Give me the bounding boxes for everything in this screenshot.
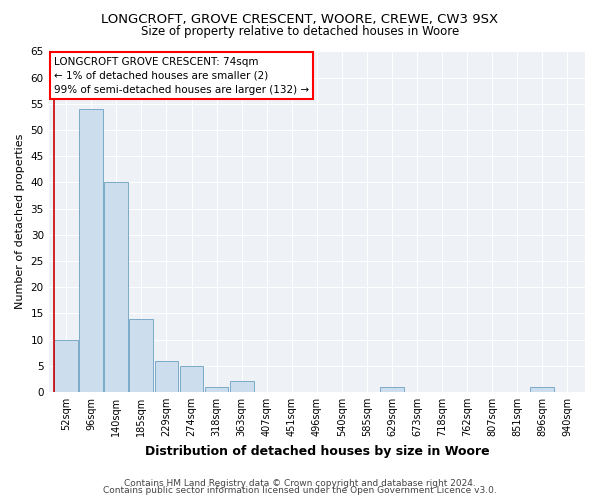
Bar bbox=[205, 386, 229, 392]
Bar bbox=[130, 318, 154, 392]
X-axis label: Distribution of detached houses by size in Woore: Distribution of detached houses by size … bbox=[145, 444, 489, 458]
Text: LONGCROFT GROVE CRESCENT: 74sqm
← 1% of detached houses are smaller (2)
99% of s: LONGCROFT GROVE CRESCENT: 74sqm ← 1% of … bbox=[54, 56, 309, 94]
Text: Size of property relative to detached houses in Woore: Size of property relative to detached ho… bbox=[141, 25, 459, 38]
Bar bbox=[230, 382, 254, 392]
Bar bbox=[104, 182, 128, 392]
Bar bbox=[530, 386, 554, 392]
Text: LONGCROFT, GROVE CRESCENT, WOORE, CREWE, CW3 9SX: LONGCROFT, GROVE CRESCENT, WOORE, CREWE,… bbox=[101, 12, 499, 26]
Bar bbox=[179, 366, 203, 392]
Bar bbox=[55, 340, 78, 392]
Bar bbox=[155, 360, 178, 392]
Text: Contains public sector information licensed under the Open Government Licence v3: Contains public sector information licen… bbox=[103, 486, 497, 495]
Text: Contains HM Land Registry data © Crown copyright and database right 2024.: Contains HM Land Registry data © Crown c… bbox=[124, 478, 476, 488]
Bar bbox=[380, 386, 404, 392]
Y-axis label: Number of detached properties: Number of detached properties bbox=[15, 134, 25, 310]
Bar bbox=[79, 109, 103, 392]
